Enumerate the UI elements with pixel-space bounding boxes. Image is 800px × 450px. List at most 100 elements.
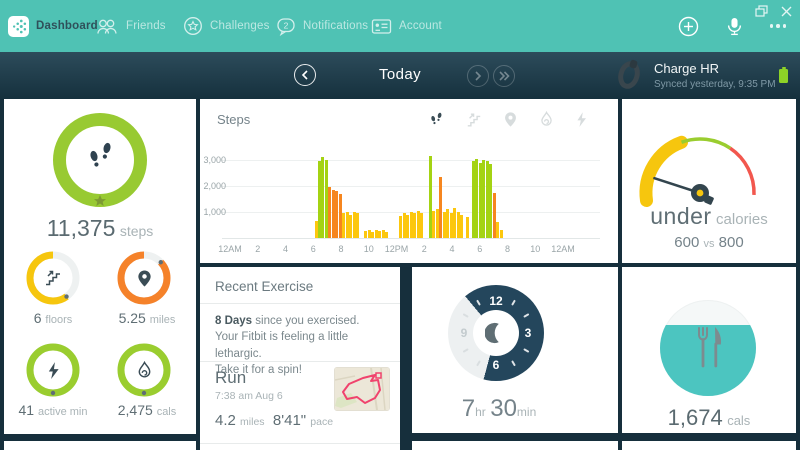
steps-bar[interactable] bbox=[409, 212, 413, 238]
nav-item-challenges[interactable]: Challenges bbox=[183, 0, 270, 52]
nav-label-notifications: Notifications bbox=[303, 20, 369, 32]
x-axis-tick: 8 bbox=[504, 244, 511, 254]
steps-bar[interactable] bbox=[413, 213, 417, 238]
chart-tab-stairs-icon[interactable] bbox=[466, 112, 482, 128]
miles-ring[interactable] bbox=[117, 251, 171, 305]
sleep-clock: 12 3 6 9 bbox=[448, 285, 544, 381]
steps-bar[interactable] bbox=[475, 158, 479, 238]
steps-chart-tile[interactable]: Steps 3,000 2,000 1,000 12AM 2 4 6 8 10 12PM 2 4 6 8 1… bbox=[200, 99, 618, 263]
crescent-moon-icon bbox=[485, 322, 507, 344]
steps-bar[interactable] bbox=[406, 214, 410, 238]
route-map-thumbnail[interactable] bbox=[334, 367, 390, 411]
steps-value: 11,375 bbox=[46, 215, 116, 241]
floors-ring[interactable] bbox=[26, 251, 80, 305]
exercise-message: 8 Days since you exercised. Your Fitbit … bbox=[215, 315, 360, 376]
nav-item-account[interactable]: Account bbox=[371, 0, 442, 52]
close-window-icon[interactable] bbox=[781, 6, 792, 17]
gridline bbox=[222, 160, 600, 161]
steps-bar[interactable] bbox=[489, 163, 493, 238]
more-ellipsis-icon[interactable] bbox=[769, 24, 786, 28]
calories-in-out-tile[interactable]: under calories 600 vs 800 bbox=[622, 99, 796, 263]
next-day-button[interactable] bbox=[467, 65, 489, 87]
steps-bar[interactable] bbox=[331, 189, 335, 238]
steps-bar[interactable] bbox=[478, 162, 482, 238]
steps-bar[interactable] bbox=[402, 213, 406, 238]
recent-exercise-tile[interactable]: Recent Exercise 8 Days since you exercis… bbox=[200, 267, 400, 450]
activity-summary-tile[interactable]: 11,375 steps 6 floors 5.25 miles bbox=[4, 99, 196, 434]
steps-bar[interactable] bbox=[482, 160, 486, 238]
active-minutes-ring[interactable] bbox=[26, 343, 80, 397]
nav-item-notifications[interactable]: 2 Notifications bbox=[276, 0, 368, 52]
nav-item-friends[interactable]: Friends bbox=[95, 0, 166, 52]
steps-bar[interactable] bbox=[352, 212, 356, 238]
gauge-status-line: under calories bbox=[622, 203, 796, 230]
previous-day-button[interactable] bbox=[294, 64, 316, 86]
steps-bar[interactable] bbox=[378, 231, 382, 238]
steps-bar[interactable] bbox=[317, 161, 321, 238]
steps-bar[interactable] bbox=[371, 231, 375, 238]
x-axis-tick: 10 bbox=[530, 244, 541, 254]
add-plus-icon[interactable] bbox=[678, 16, 699, 37]
steps-bar[interactable] bbox=[367, 230, 371, 238]
steps-bar[interactable] bbox=[442, 212, 446, 238]
steps-bar[interactable] bbox=[381, 230, 385, 238]
steps-bar[interactable] bbox=[485, 161, 489, 238]
nav-item-dashboard[interactable]: Dashboard bbox=[8, 0, 98, 52]
jump-to-latest-button[interactable] bbox=[493, 65, 515, 87]
steps-bar[interactable] bbox=[432, 210, 436, 238]
steps-bar[interactable] bbox=[342, 213, 346, 238]
chart-tab-footsteps-icon[interactable] bbox=[427, 112, 445, 128]
chart-tab-flame-icon[interactable] bbox=[539, 111, 554, 128]
steps-bar[interactable] bbox=[453, 208, 457, 238]
calorie-gauge bbox=[639, 135, 756, 207]
steps-bar[interactable] bbox=[446, 209, 450, 238]
x-axis-tick: 12AM bbox=[218, 244, 242, 254]
steps-bar[interactable] bbox=[439, 176, 443, 238]
nav-label-dashboard: Dashboard bbox=[36, 20, 98, 32]
x-axis-tick: 10 bbox=[363, 244, 374, 254]
gauge-status: under bbox=[650, 203, 712, 229]
food-tile[interactable]: 1,674 cals bbox=[622, 267, 796, 433]
steps-bar[interactable] bbox=[374, 229, 378, 238]
steps-bar[interactable] bbox=[465, 217, 469, 238]
steps-bar[interactable] bbox=[314, 221, 318, 238]
food-fill-level bbox=[660, 324, 756, 396]
steps-bar[interactable] bbox=[328, 187, 332, 238]
chart-tab-location-icon[interactable] bbox=[503, 111, 518, 128]
steps-bar[interactable] bbox=[416, 210, 420, 238]
steps-bar[interactable] bbox=[449, 213, 453, 238]
x-axis-tick: 4 bbox=[282, 244, 289, 254]
steps-bar[interactable] bbox=[364, 231, 368, 238]
gauge-status-label: calories bbox=[716, 211, 768, 228]
steps-bar[interactable] bbox=[419, 213, 423, 238]
x-axis-tick: 6 bbox=[477, 244, 483, 254]
run-activity-name[interactable]: Run bbox=[215, 368, 247, 387]
steps-bar[interactable] bbox=[435, 209, 439, 238]
steps-bar[interactable] bbox=[472, 161, 475, 238]
steps-bar[interactable] bbox=[335, 191, 339, 238]
clock-number-3: 3 bbox=[524, 326, 532, 340]
steps-bar[interactable] bbox=[456, 212, 460, 238]
device-status[interactable]: Charge HR Synced yesterday, 9:35 PM bbox=[615, 58, 776, 96]
calories-ring[interactable] bbox=[117, 343, 171, 397]
steps-bar[interactable] bbox=[356, 213, 360, 238]
steps-bar[interactable] bbox=[399, 215, 403, 238]
sleep-tile[interactable]: 12 3 6 9 7hr 30min bbox=[412, 267, 618, 433]
svg-text:2: 2 bbox=[284, 20, 289, 30]
steps-bar[interactable] bbox=[460, 214, 464, 238]
steps-bar[interactable] bbox=[349, 214, 353, 238]
steps-bar[interactable] bbox=[324, 160, 328, 238]
steps-bar[interactable] bbox=[321, 157, 325, 238]
fork-and-knife-icon bbox=[686, 323, 730, 378]
chart-tab-bolt-icon[interactable] bbox=[575, 111, 588, 128]
steps-bar[interactable] bbox=[385, 231, 389, 238]
steps-bar[interactable] bbox=[345, 212, 349, 238]
steps-bar[interactable] bbox=[492, 192, 496, 238]
steps-unit: steps bbox=[119, 223, 154, 239]
steps-bar[interactable] bbox=[499, 230, 503, 238]
steps-bar[interactable] bbox=[496, 222, 500, 238]
restore-window-icon[interactable] bbox=[755, 5, 768, 17]
steps-bar[interactable] bbox=[338, 193, 342, 238]
microphone-icon[interactable] bbox=[725, 16, 744, 37]
steps-bar[interactable] bbox=[428, 156, 432, 238]
